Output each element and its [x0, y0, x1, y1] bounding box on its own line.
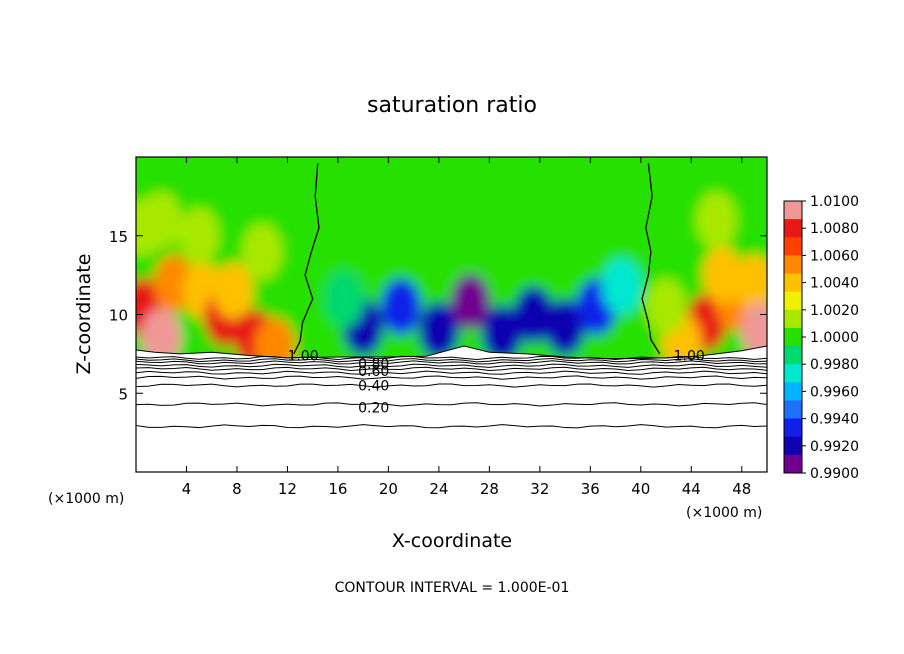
colorbar-swatch: [784, 418, 802, 438]
contour-label: 1.00: [674, 348, 705, 364]
colorbar-swatch: [784, 291, 802, 311]
colorbar-swatch: [784, 237, 802, 256]
x-tick-label: 24: [429, 480, 448, 498]
y-unit-label: (×1000 m): [48, 491, 124, 507]
contour-line: [136, 375, 767, 380]
x-tick-label: 44: [682, 480, 701, 498]
field-cell: [702, 246, 744, 304]
x-axis-title: X-coordinate: [392, 530, 512, 552]
colorbar-swatch: [784, 382, 802, 401]
colorbar-tick-label: 1.0060: [810, 248, 859, 264]
x-tick-label: 12: [278, 480, 297, 498]
chart-title: saturation ratio: [367, 93, 537, 118]
x-axis-ticks: 4 8 12 16 20 24 28 32 36 40 44 48: [182, 157, 751, 498]
colorbar-swatch: [784, 219, 802, 238]
colorbar-swatch: [784, 436, 802, 456]
colorbar-tick-label: 1.0040: [810, 276, 859, 292]
colorbar-tick-label: 0.9940: [810, 412, 859, 428]
x-tick-label: 40: [631, 480, 650, 498]
contour-label: 1.00: [287, 348, 318, 364]
y-axis-title: Z-coordinate: [73, 254, 95, 375]
colorbar: 1.0100 1.0080 1.0060 1.0040 1.0020 1.0000 0.99…: [783, 194, 859, 482]
field-cell: [544, 298, 586, 356]
field-cell: [450, 273, 491, 331]
field-cell: [141, 308, 182, 359]
field-cell: [254, 317, 296, 359]
colorbar-swatch: [784, 201, 802, 220]
contour-line: [136, 383, 767, 388]
x-tick-label: 8: [232, 480, 242, 498]
field-cell: [734, 254, 767, 312]
x-tick-label: 36: [581, 480, 600, 498]
field-cell: [513, 286, 554, 343]
colorbar-swatch: [784, 255, 802, 275]
field-cell: [178, 207, 220, 265]
colorbar-swatch: [784, 454, 802, 474]
x-tick-label: 32: [530, 480, 549, 498]
field-cell: [481, 305, 523, 359]
field-cell: [431, 183, 472, 241]
colorbar-swatch: [784, 309, 802, 329]
contour-line: [136, 363, 767, 368]
colorbar-swatch: [784, 327, 802, 347]
contour-line: [136, 355, 767, 361]
x-tick-label: 48: [732, 480, 751, 498]
x-tick-label: 28: [480, 480, 499, 498]
unity-contours: [293, 163, 661, 355]
contour-line: [136, 360, 767, 365]
colorbar-tick-label: 0.9980: [810, 357, 859, 373]
contour-line: [136, 370, 767, 375]
contour-label: 0.40: [358, 378, 389, 394]
field-body: [136, 157, 767, 359]
field-cell: [242, 223, 283, 280]
x-unit-label: (×1000 m): [686, 505, 762, 521]
field-cell: [740, 301, 767, 359]
colorbar-tick-label: 0.9960: [810, 384, 859, 400]
y-tick-label: 15: [109, 228, 128, 246]
contour-line: [136, 402, 767, 407]
colorbar-swatch: [784, 364, 802, 383]
saturation-field: [136, 157, 767, 359]
field-cell: [380, 278, 422, 335]
colorbar-swatch: [784, 346, 802, 365]
colorbar-tick-label: 1.0000: [810, 330, 859, 346]
x-tick-label: 20: [379, 480, 398, 498]
y-axis-ticks: 5 10 15: [109, 228, 767, 403]
colorbar-tick-label: 1.0100: [810, 194, 859, 210]
x-tick-label: 4: [182, 480, 192, 498]
y-tick-label: 5: [118, 385, 128, 403]
contour-label: 0.20: [358, 400, 389, 416]
contour-interval-note: CONTOUR INTERVAL = 1.000E-01: [335, 580, 570, 596]
field-cell: [418, 301, 460, 359]
y-tick-label: 10: [109, 307, 128, 325]
colorbar-tick-label: 1.0080: [810, 221, 859, 237]
contour-label: 0.80: [358, 356, 389, 372]
unity-contour-line: [293, 163, 320, 355]
plot-area: 1.00 1.000.800.600.400.20 4 8 12 16 20 24 28 32 3…: [109, 156, 768, 498]
terrain-edge: [136, 345, 767, 360]
colorbar-tick-label: 1.0020: [810, 303, 859, 319]
field-cell: [601, 257, 643, 315]
x-tick-label: 16: [328, 480, 347, 498]
contour-labels: 1.00 1.00 0.800.600.40 0.20: [287, 348, 704, 416]
field-cell: [544, 191, 586, 249]
contour-lines: [136, 345, 767, 429]
contour-line: [136, 366, 767, 372]
field-cell: [324, 270, 365, 328]
contour-line: [136, 424, 767, 429]
contour-line: [136, 358, 767, 363]
contour-label: 0.60: [358, 364, 389, 380]
field-cell: [136, 199, 163, 257]
field-cell: [212, 262, 254, 320]
field-cell: [374, 215, 415, 272]
colorbar-tick-label: 0.9900: [810, 466, 859, 482]
colorbar-tick-label: 0.9920: [810, 439, 859, 455]
colorbar-swatch: [784, 273, 802, 293]
field-cell: [645, 278, 687, 335]
unity-contour-line: [641, 163, 661, 355]
field-cell: [696, 191, 737, 249]
colorbar-swatch: [784, 400, 802, 420]
